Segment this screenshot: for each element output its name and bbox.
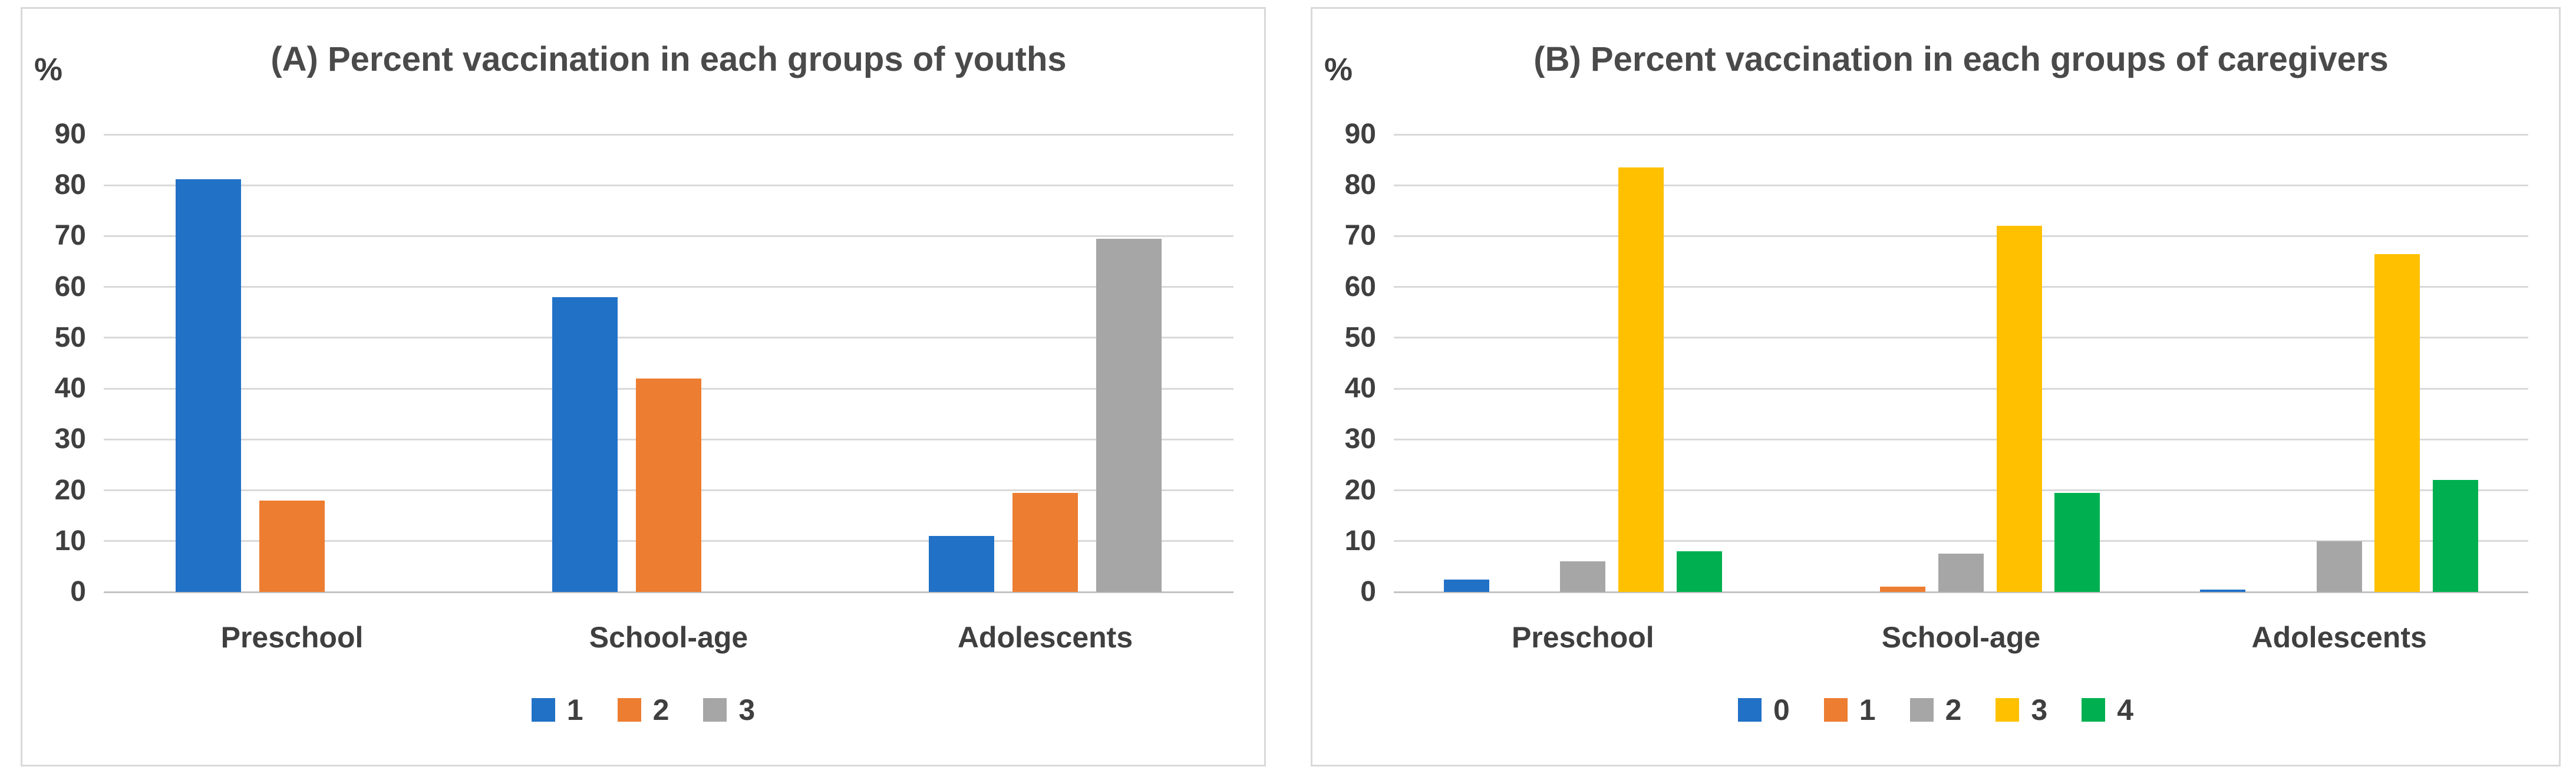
y-tick-label: 60	[54, 271, 86, 302]
legend-label: 3	[738, 693, 756, 726]
y-tick-label: 10	[54, 525, 86, 557]
y-tick-label: 20	[1344, 474, 1376, 506]
legend-item-4: 4	[2082, 695, 2133, 725]
legend-item-2: 2	[617, 693, 669, 726]
bar-series-1-adolescents	[929, 536, 994, 592]
legend-swatch-icon	[531, 698, 555, 722]
legend-swatch-icon	[1909, 698, 1934, 722]
bar-series-3-adolescents	[1096, 238, 1162, 592]
legend-item-1: 1	[1823, 693, 1876, 726]
gridline	[104, 286, 1233, 288]
gridline	[1394, 438, 2528, 440]
y-tick-label: 0	[70, 576, 86, 607]
y-axis-unit-label-a: %	[34, 52, 63, 87]
gridline	[1394, 133, 2528, 136]
gridline	[104, 133, 1233, 136]
y-tick-label: 70	[1344, 220, 1376, 252]
legend-swatch-icon	[1823, 698, 1848, 722]
bar-series-3-adolescents	[2374, 254, 2420, 592]
legend-label: 3	[2031, 693, 2048, 726]
gridline	[1394, 387, 2528, 390]
bar-series-0-preschool	[1443, 580, 1489, 592]
category-label-school-age: School-age	[589, 621, 748, 654]
gridline	[104, 184, 1233, 186]
legend-swatch-icon	[703, 698, 727, 722]
plot-area-b: 0 10 20 30 40 50 60 70 80 90 Preschool School-age Ad…	[1312, 9, 2559, 765]
y-tick-label: 10	[1344, 525, 1376, 557]
gridline	[1394, 337, 2528, 339]
legend-label: 1	[566, 693, 583, 726]
bar-series-2-adolescents	[2316, 541, 2362, 592]
legend-item-3: 3	[703, 695, 755, 725]
gridline	[1394, 286, 2528, 288]
bar-series-1-preschool	[176, 179, 241, 592]
legend-label: 0	[1773, 693, 1790, 726]
legend-swatch-icon	[617, 698, 641, 722]
gridline	[104, 337, 1233, 339]
y-tick-label: 30	[1344, 423, 1376, 455]
x-axis-line	[1394, 591, 2528, 593]
chart-title-a: (A) Percent vaccination in each groups o…	[271, 40, 1067, 78]
y-tick-label: 80	[54, 169, 86, 201]
legend-label: 4	[2117, 693, 2134, 726]
x-axis-line	[104, 591, 1233, 593]
bar-series-4-school-age	[2054, 492, 2100, 592]
y-tick-label: 50	[1344, 321, 1376, 353]
y-tick-label: 20	[54, 474, 86, 506]
category-label-preschool: Preschool	[220, 621, 364, 654]
category-label-preschool: Preschool	[1511, 621, 1654, 654]
legend-swatch-icon	[1996, 698, 2020, 722]
y-tick-label: 50	[54, 321, 86, 353]
category-label-school-age: School-age	[1881, 621, 2041, 654]
bar-series-2-school-age	[636, 378, 701, 592]
gridline	[104, 235, 1233, 237]
bar-series-0-adolescents	[2200, 589, 2246, 592]
bar-series-4-preschool	[1676, 551, 1722, 592]
y-tick-label: 0	[1360, 576, 1376, 607]
chart-title-b: (B) Percent vaccination in each groups o…	[1533, 40, 2389, 78]
legend-a: 1 2 3	[22, 695, 1264, 725]
bar-series-1-school-age	[1880, 587, 1926, 592]
y-tick-label: 80	[1344, 169, 1376, 201]
legend-label: 2	[652, 693, 669, 726]
legend-swatch-icon	[2082, 698, 2106, 722]
bar-series-4-adolescents	[2433, 480, 2479, 592]
y-tick-label: 60	[1344, 271, 1376, 302]
y-tick-label: 70	[54, 220, 86, 252]
gridline	[1394, 489, 2528, 492]
legend-label: 1	[1859, 693, 1876, 726]
legend-item-2: 2	[1909, 693, 1962, 726]
y-tick-label: 30	[54, 423, 86, 455]
category-label-adolescents: Adolescents	[957, 621, 1133, 654]
y-tick-label: 40	[1344, 373, 1376, 404]
gridline	[1394, 184, 2528, 186]
bar-series-1-school-age	[552, 297, 618, 592]
bar-series-3-preschool	[1618, 167, 1664, 592]
bar-series-2-preschool	[1560, 561, 1606, 592]
gridline	[1394, 540, 2528, 542]
legend-swatch-icon	[1737, 698, 1762, 722]
legend-item-3: 3	[1996, 695, 2047, 725]
gridline	[1394, 235, 2528, 237]
bar-series-2-preschool	[259, 500, 325, 592]
legend-item-0: 0	[1737, 693, 1790, 726]
legend-item-1: 1	[531, 693, 583, 726]
bar-series-2-adolescents	[1012, 492, 1078, 592]
plot-area-a: 0 10 20 30 40 50 60 70 80 90 Preschool School-age Ad…	[22, 9, 1264, 765]
y-axis-unit-label-b: %	[1324, 52, 1353, 87]
y-tick-label: 90	[54, 119, 86, 150]
legend-b: 0 1 2 3 4	[1312, 695, 2559, 725]
y-tick-label: 90	[1344, 119, 1376, 150]
legend-label: 2	[1945, 693, 1962, 726]
y-tick-label: 40	[54, 373, 86, 404]
bar-series-3-school-age	[1996, 226, 2042, 592]
category-label-adolescents: Adolescents	[2251, 621, 2427, 654]
bar-series-2-school-age	[1938, 554, 1984, 592]
chart-panel-a: (A) Percent vaccination in each groups o…	[21, 7, 1266, 766]
chart-panel-b: (B) Percent vaccination in each groups o…	[1311, 7, 2561, 766]
